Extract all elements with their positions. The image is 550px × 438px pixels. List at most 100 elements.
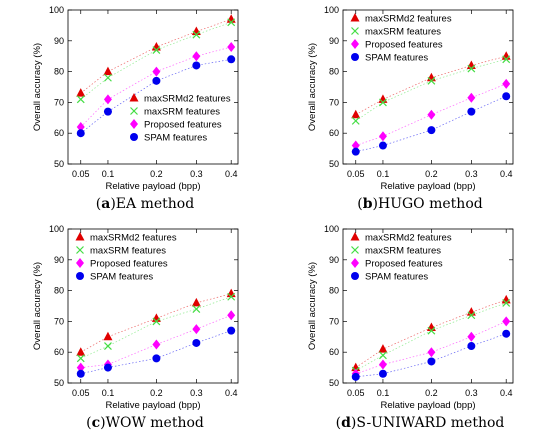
- x-marker-stroke: [467, 64, 476, 73]
- y-tick-label: 100: [324, 224, 339, 234]
- legend-label-1: maxSRM features: [90, 246, 166, 257]
- legend-label-0: maxSRMd2 features: [365, 233, 452, 244]
- legend-label-0: maxSRMd2 features: [365, 14, 452, 25]
- x-tick-label: 0.3: [190, 388, 203, 398]
- y-tick-label: 50: [329, 378, 339, 388]
- data-point-series-1: [467, 64, 476, 73]
- x-tick-label: 0.1: [377, 388, 390, 398]
- x-marker-stroke: [192, 30, 201, 39]
- legend-marker-2: [130, 119, 138, 129]
- x-marker-stroke: [427, 326, 436, 335]
- x-tick-label: 0.3: [190, 169, 203, 179]
- x-axis-label: Relative payload (bpp): [105, 400, 200, 411]
- legend-marker-0: [350, 232, 360, 241]
- data-point-series-1: [379, 98, 387, 107]
- plot-frame: [342, 228, 514, 384]
- x-marker-stroke: [76, 354, 85, 363]
- x-marker-stroke: [192, 305, 201, 314]
- legend-label-2: Proposed features: [90, 259, 168, 270]
- data-point-series-0: [378, 344, 388, 353]
- y-tick-label: 90: [54, 36, 64, 46]
- series-line-1: [355, 58, 507, 122]
- legend-marker-0: [75, 232, 85, 241]
- data-point-series-3: [427, 357, 436, 366]
- y-tick-label: 70: [54, 316, 64, 326]
- data-point-series-1: [502, 55, 511, 64]
- data-point-series-0: [103, 66, 113, 76]
- x-tick-label: 0.2: [425, 388, 438, 398]
- data-point-series-1: [192, 305, 201, 314]
- data-point-series-0: [76, 88, 86, 97]
- x-tick-label: 0.2: [425, 169, 438, 179]
- data-point-series-2: [378, 131, 387, 142]
- y-tick-label: 50: [54, 378, 64, 388]
- x-tick-label: 0.1: [102, 169, 115, 179]
- y-tick-label: 60: [54, 347, 64, 357]
- caption-method: )HUGO method: [373, 196, 483, 212]
- data-point-series-2: [152, 339, 161, 350]
- caption-paren: (: [336, 415, 341, 431]
- series-line-1: [80, 21, 232, 100]
- legend-marker-2: [351, 39, 359, 49]
- data-point-series-3: [152, 354, 161, 363]
- caption-letter: a: [101, 196, 110, 212]
- caption-method: )EA method: [110, 196, 194, 212]
- y-tick-label: 70: [329, 97, 339, 107]
- x-marker-stroke: [130, 107, 138, 115]
- data-point-series-2: [351, 140, 360, 151]
- x-marker-stroke: [502, 298, 511, 307]
- plot-frame: [342, 9, 514, 165]
- data-point-series-3: [467, 107, 476, 116]
- legend-label-2: Proposed features: [144, 120, 222, 131]
- x-tick-label: 0.05: [72, 388, 90, 398]
- data-point-series-3: [378, 141, 387, 150]
- data-point-series-0: [191, 297, 201, 307]
- legend-label-3: SPAM features: [365, 272, 428, 283]
- legend-label-3: SPAM features: [90, 272, 153, 283]
- x-tick-label: 0.2: [150, 388, 163, 398]
- y-tick-label: 70: [329, 316, 339, 326]
- y-tick-label: 60: [329, 128, 339, 138]
- data-point-series-2: [502, 316, 511, 327]
- legend-label-3: SPAM features: [365, 53, 428, 64]
- series-line-3: [355, 95, 507, 153]
- data-point-series-0: [351, 109, 361, 119]
- y-axis-label: Overall accuracy (%): [307, 262, 318, 350]
- data-point-series-2: [227, 41, 236, 52]
- chart-panel-c: 50 60 70 80 90 100 0.05 0.1 0.2 0.3 0.4 Relative pa…: [32, 224, 239, 431]
- x-marker-stroke: [152, 46, 161, 54]
- series-line-0: [80, 293, 232, 353]
- caption-method: )WOW method: [100, 415, 204, 431]
- x-tick-label: 0.4: [225, 388, 238, 398]
- data-point-series-3: [76, 129, 85, 138]
- x-marker-stroke: [351, 246, 359, 254]
- data-point-series-2: [467, 331, 476, 342]
- data-point-series-3: [227, 326, 236, 335]
- x-marker-stroke: [502, 55, 511, 64]
- y-tick-label: 70: [54, 97, 64, 107]
- data-point-series-3: [103, 363, 112, 372]
- chart-panel-d: 50 60 70 80 90 100 0.05 0.1 0.2 0.3 0.4 Relative pa…: [307, 224, 514, 431]
- series-line-1: [355, 302, 507, 371]
- x-marker-stroke: [351, 116, 360, 125]
- legend-marker-3: [351, 53, 359, 61]
- data-point-series-3: [192, 61, 201, 70]
- data-point-series-2: [192, 324, 201, 335]
- data-point-series-2: [152, 66, 161, 77]
- data-point-series-1: [104, 342, 112, 350]
- data-point-series-2: [502, 78, 511, 89]
- x-tick-label: 0.3: [465, 169, 478, 179]
- data-point-series-3: [427, 126, 436, 135]
- data-point-series-1: [427, 76, 436, 85]
- series-line-0: [355, 299, 507, 368]
- legend-marker-1: [351, 246, 359, 254]
- x-marker-stroke: [227, 18, 236, 27]
- y-tick-label: 80: [329, 286, 339, 296]
- data-point-series-1: [467, 311, 476, 320]
- data-point-series-2: [378, 359, 387, 370]
- data-point-series-1: [76, 95, 85, 104]
- chart-panel-a: 50 60 70 80 90 100 0.05 0.1 0.2 0.3 0.4 Relative pa…: [32, 5, 239, 212]
- y-tick-label: 50: [54, 159, 64, 169]
- series-line-2: [355, 321, 507, 375]
